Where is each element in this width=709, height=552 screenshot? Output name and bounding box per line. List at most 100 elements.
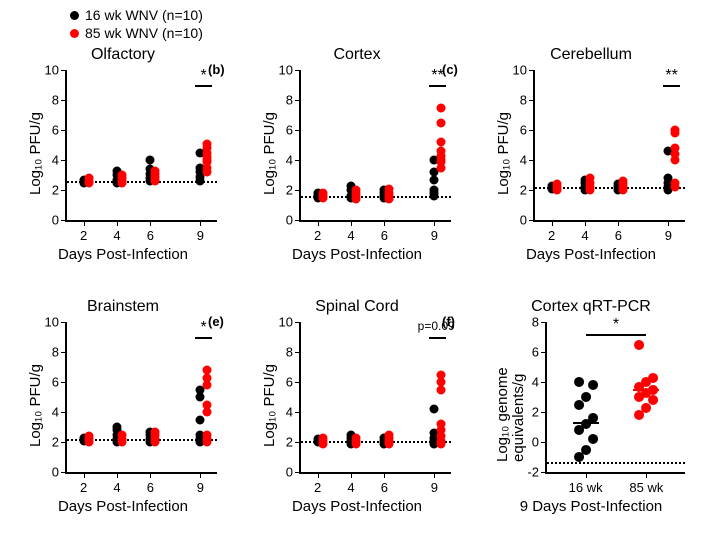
data-point	[437, 370, 446, 379]
xtick	[318, 472, 319, 478]
sig-label: *	[201, 319, 207, 337]
ytick-label: 0	[286, 465, 293, 480]
ytick	[295, 412, 301, 413]
legend: 16 wk WNV (n=10)85 wk WNV (n=10)	[70, 6, 203, 42]
data-point	[437, 147, 446, 156]
ytick-label: 10	[45, 315, 59, 330]
ytick	[541, 382, 547, 383]
xtick	[200, 472, 201, 478]
xlabel: Days Post-Infection	[244, 246, 470, 263]
data-point	[648, 373, 658, 383]
ytick	[541, 442, 547, 443]
ytick-label: 0	[286, 213, 293, 228]
ytick	[295, 220, 301, 221]
ytick-label: 0	[52, 465, 59, 480]
ytick	[529, 220, 535, 221]
plot-area: 02468102469*	[65, 70, 217, 222]
xtick	[150, 472, 151, 478]
ytick	[295, 322, 301, 323]
ytick	[61, 70, 67, 71]
xtick	[200, 220, 201, 226]
panel-d: (d)Brainstem02468102469*Log₁₀ PFU/gDays …	[10, 300, 236, 530]
data-point	[588, 380, 598, 390]
median-marker	[573, 422, 599, 424]
ytick-label: 0	[532, 435, 539, 450]
ytick	[61, 100, 67, 101]
xtick-label: 2	[314, 228, 321, 243]
xlabel: Days Post-Infection	[10, 498, 236, 515]
data-point	[352, 439, 361, 448]
ytick	[529, 190, 535, 191]
panel-title: Cortex qRT-PCR	[478, 298, 704, 316]
sig-bar	[586, 334, 647, 337]
plot-area: 02468102469p=0.09	[299, 322, 451, 474]
ytick-label: 2	[520, 183, 527, 198]
ytick-label: 8	[286, 345, 293, 360]
sig-bar	[429, 337, 446, 340]
panel-title: Spinal Cord	[244, 298, 470, 316]
data-point	[437, 103, 446, 112]
xtick-label: 9	[431, 228, 438, 243]
xtick-label: 4	[581, 228, 588, 243]
sig-label: **	[665, 67, 677, 85]
ytick	[295, 190, 301, 191]
data-point	[648, 395, 658, 405]
xtick	[150, 220, 151, 226]
ytick	[295, 100, 301, 101]
xtick	[351, 220, 352, 226]
sig-bar	[429, 85, 446, 88]
ytick	[529, 70, 535, 71]
data-point	[203, 139, 212, 148]
panel-e: (e)Spinal Cord02468102469p=0.09Log₁₀ PFU…	[244, 300, 470, 530]
legend-dot	[70, 29, 79, 38]
data-point	[437, 138, 446, 147]
ytick-label: 10	[513, 63, 527, 78]
ytick-label: 4	[52, 153, 59, 168]
data-point	[581, 445, 591, 455]
data-point	[203, 168, 212, 177]
sig-bar	[195, 85, 212, 88]
ytick-label: 0	[520, 213, 527, 228]
ytick-label: 8	[532, 315, 539, 330]
ytick	[541, 472, 547, 473]
data-point	[437, 420, 446, 429]
ytick-label: 8	[286, 93, 293, 108]
ytick-label: 0	[52, 213, 59, 228]
figure: 16 wk WNV (n=10)85 wk WNV (n=10) (a)Olfa…	[0, 0, 709, 552]
ytick	[295, 160, 301, 161]
ytick-label: 6	[52, 375, 59, 390]
ytick-label: 6	[286, 123, 293, 138]
ytick-label: 4	[52, 405, 59, 420]
panel-a: (a)Olfactory02468102469*Log₁₀ PFU/gDays …	[10, 48, 236, 278]
xtick-label: 6	[147, 480, 154, 495]
xtick	[318, 220, 319, 226]
xtick-label: 16 wk	[569, 480, 603, 495]
ylabel: Log₁₀ PFU/g	[27, 112, 44, 195]
data-point	[430, 405, 439, 414]
xtick-label: 6	[381, 480, 388, 495]
data-point	[634, 340, 644, 350]
ytick-label: 4	[532, 375, 539, 390]
data-point	[151, 438, 160, 447]
data-point	[352, 186, 361, 195]
xtick-label: 4	[113, 228, 120, 243]
data-point	[146, 156, 155, 165]
data-point	[586, 174, 595, 183]
plot-area: 02468102469**	[299, 70, 451, 222]
data-point	[385, 184, 394, 193]
xtick	[434, 472, 435, 478]
legend-label: 16 wk WNV (n=10)	[85, 7, 203, 23]
ytick	[61, 352, 67, 353]
xtick	[84, 472, 85, 478]
ytick	[295, 70, 301, 71]
panel-letter: (e)	[208, 314, 224, 329]
data-point	[385, 430, 394, 439]
xtick	[84, 220, 85, 226]
xtick-label: 2	[80, 480, 87, 495]
ytick-label: 8	[52, 93, 59, 108]
ytick	[61, 160, 67, 161]
data-point	[385, 195, 394, 204]
data-point	[671, 126, 680, 135]
data-point	[619, 177, 628, 186]
xtick-label: 6	[615, 228, 622, 243]
